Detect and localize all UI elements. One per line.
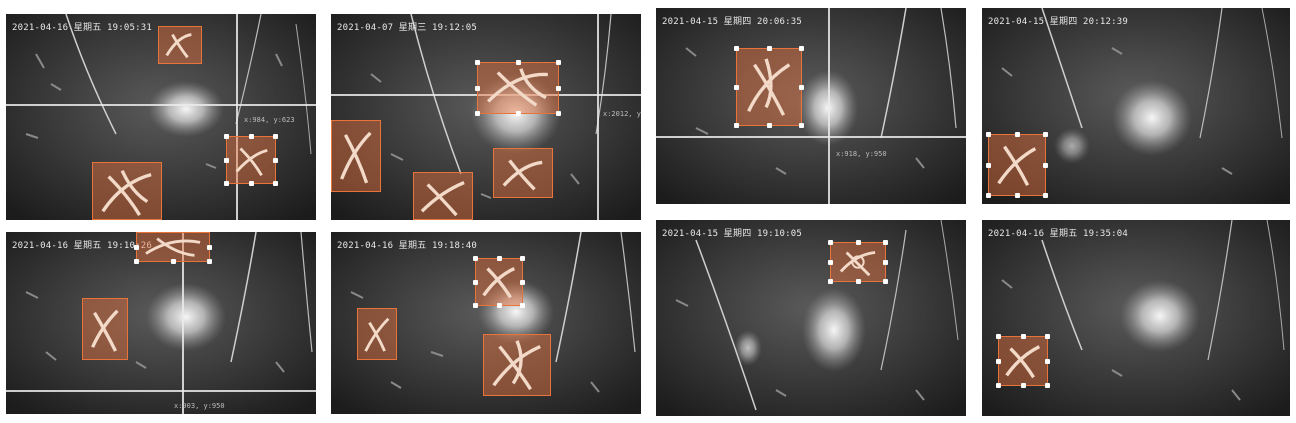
crosshair-vertical (236, 14, 238, 220)
underwater-scene (982, 220, 1290, 416)
fish-detection-box (331, 120, 381, 192)
timestamp: 2021-04-15 星期四 20:12:39 (988, 17, 1128, 27)
camera-panel-4: 2021-04-15 星期四 20:12:39 (982, 8, 1290, 204)
fish-detection-box (483, 334, 551, 396)
fish-detection-box[interactable] (224, 134, 278, 186)
timestamp: 2021-04-16 星期五 19:05:31 (12, 23, 152, 33)
camera-panel-2: 2021-04-07 星期三 19:12:05 x:2012, y: (331, 14, 641, 220)
fish-detection-box (82, 298, 128, 360)
fish-detection-box (357, 308, 397, 360)
crosshair-vertical (828, 8, 830, 204)
fish-detection-box[interactable] (475, 60, 561, 116)
underwater-scene (656, 8, 966, 204)
fish-detection-box (493, 148, 553, 198)
camera-panel-3: 2021-04-15 星期四 20:06:35 x:918, y:950 (656, 8, 966, 204)
camera-panel-7: 2021-04-15 星期四 19:10:05 (656, 220, 966, 416)
timestamp: 2021-04-16 星期五 19:18:40 (337, 241, 477, 251)
camera-panel-5: 2021-04-16 星期五 19:10:26 x:903, y:950 (6, 232, 316, 414)
coordinate-readout: x:918, y:950 (836, 150, 887, 158)
timestamp: 2021-04-15 星期四 19:10:05 (662, 229, 802, 239)
crosshair-vertical (597, 14, 599, 220)
timestamp: 2021-04-07 星期三 19:12:05 (337, 23, 477, 33)
coordinate-readout: x:2012, y: (603, 110, 641, 118)
fish-detection-box (158, 26, 202, 64)
coordinate-readout: x:984, y:623 (244, 116, 295, 124)
fish-detection-box[interactable] (734, 46, 804, 128)
fish-detection-box (413, 172, 473, 220)
crosshair-horizontal (331, 94, 641, 96)
fish-detection-box[interactable] (996, 334, 1050, 388)
fish-detection-box[interactable] (134, 232, 212, 264)
crosshair-horizontal (656, 136, 966, 138)
underwater-scene (982, 8, 1290, 204)
camera-panel-6: 2021-04-16 星期五 19:18:40 (331, 232, 641, 414)
crosshair-vertical (182, 232, 184, 414)
underwater-scene (6, 232, 316, 414)
underwater-scene (656, 220, 966, 416)
timestamp: 2021-04-16 星期五 19:35:04 (988, 229, 1128, 239)
camera-panel-8: 2021-04-16 星期五 19:35:04 (982, 220, 1290, 416)
coordinate-readout: x:903, y:950 (174, 402, 225, 410)
fish-detection-box[interactable] (986, 132, 1048, 198)
fish-detection-box[interactable] (828, 240, 888, 284)
camera-panel-1: 2021-04-16 星期五 19:05:31 x:984, y:623 (6, 14, 316, 220)
fish-detection-box[interactable] (473, 256, 525, 308)
fish-detection-box (92, 162, 162, 220)
crosshair-horizontal (6, 104, 316, 106)
crosshair-horizontal (6, 390, 316, 392)
timestamp: 2021-04-16 星期五 19:10:26 (12, 241, 152, 251)
timestamp: 2021-04-15 星期四 20:06:35 (662, 17, 802, 27)
